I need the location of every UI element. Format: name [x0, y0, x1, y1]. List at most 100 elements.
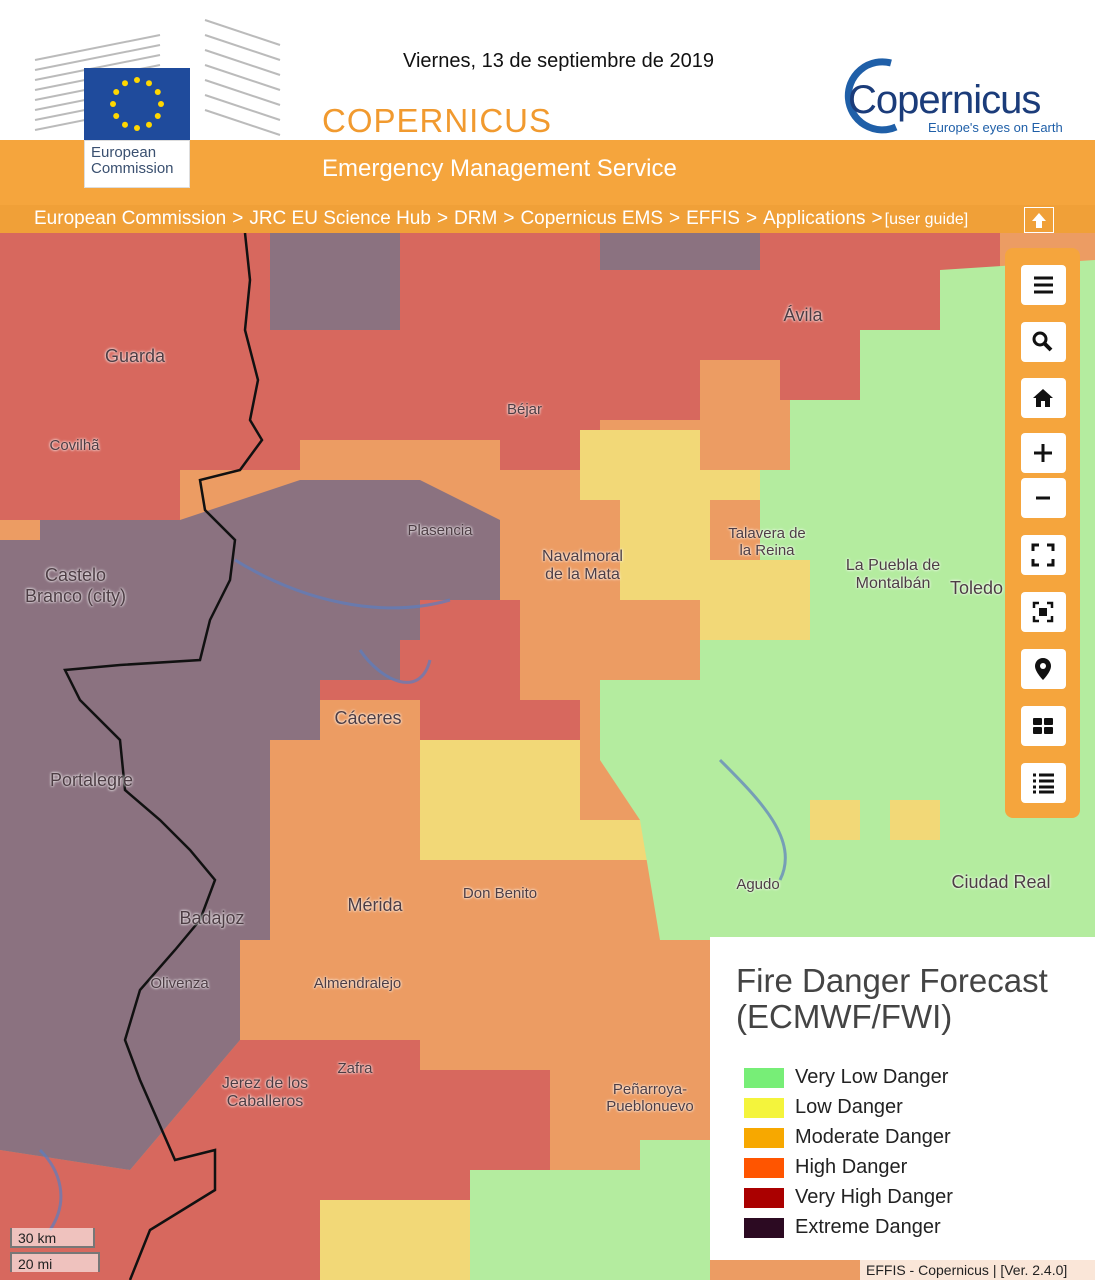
- legend-label: Very Low Danger: [795, 1066, 949, 1088]
- eu-star: [158, 101, 164, 107]
- zone-low: [580, 430, 810, 640]
- place-label: Don Benito: [462, 885, 538, 902]
- eu-star: [154, 89, 161, 95]
- legend-label: Very High Danger: [795, 1186, 953, 1208]
- breadcrumb-separator: >: [745, 208, 758, 229]
- place-label: Portalegre: [49, 770, 134, 790]
- eu-star: [122, 80, 128, 87]
- place-label: Ciudad Real: [951, 872, 1051, 892]
- eu-star: [146, 80, 152, 87]
- icon: [1031, 543, 1055, 567]
- icon: [1032, 601, 1054, 623]
- eu-star: [134, 77, 140, 83]
- menu-button[interactable]: [1021, 265, 1066, 305]
- logo-arc: [844, 58, 898, 134]
- breadcrumb-link: Copernicus EMS: [520, 208, 663, 229]
- zoom-in-button[interactable]: [1021, 433, 1066, 473]
- eu-star: [154, 113, 161, 119]
- place-label: Ávila: [783, 305, 823, 325]
- breadcrumb: European Commission > JRC EU Science Hub > D…: [0, 205, 1095, 233]
- icon: [1033, 773, 1054, 794]
- eu-star: [122, 121, 128, 128]
- place-label: Mérida: [347, 895, 403, 915]
- zone-very-low: [470, 1140, 710, 1280]
- zone-extreme: [600, 233, 760, 270]
- eu-flag: [84, 68, 190, 140]
- place-label: Castelo Branco (city): [24, 565, 127, 606]
- legend-swatch: [744, 1098, 784, 1118]
- legend-label: Moderate Danger: [795, 1126, 951, 1148]
- layers-button[interactable]: [1021, 706, 1066, 746]
- legend-swatch: [744, 1128, 784, 1148]
- icon: [1033, 718, 1053, 734]
- place-label: Toledo: [949, 578, 1004, 598]
- search-button[interactable]: [1021, 322, 1066, 362]
- legend-swatch: [744, 1158, 784, 1178]
- breadcrumb-link: JRC EU Science Hub: [249, 208, 431, 229]
- zone-red: [0, 1040, 550, 1280]
- zone-very-low: [600, 260, 1095, 940]
- breadcrumb-separator: >: [436, 208, 449, 229]
- zone-low: [890, 800, 940, 840]
- place-label: Talavera de la Reina: [728, 525, 806, 560]
- zone-low: [810, 800, 860, 840]
- breadcrumb-link: DRM: [454, 208, 498, 229]
- legend-button[interactable]: [1021, 763, 1066, 803]
- breadcrumb-separator: >: [669, 208, 681, 229]
- place-label: Almendralejo: [313, 975, 402, 992]
- eu-star: [113, 89, 120, 95]
- legend-title: Fire Danger Forecast (ECMWF/FWI): [736, 962, 1048, 1035]
- place-label: Zafra: [337, 1060, 373, 1077]
- location-button[interactable]: [1021, 649, 1066, 689]
- eu-star: [110, 101, 116, 107]
- scale-mi: 20 mi: [10, 1252, 100, 1272]
- place-label: Guarda: [104, 346, 166, 366]
- eu-star: [113, 113, 120, 119]
- up-arrow: [1032, 213, 1046, 228]
- zone-low: [420, 740, 650, 860]
- zone-red: [0, 233, 1000, 520]
- legend-label: High Danger: [795, 1156, 908, 1178]
- icon: [1034, 276, 1053, 294]
- breadcrumb-separator: >: [232, 208, 244, 229]
- legend-label: Extreme Danger: [795, 1216, 941, 1238]
- place-label: Agudo: [736, 876, 780, 893]
- place-label: Béjar: [506, 401, 543, 418]
- breadcrumb-link: Applications: [763, 208, 866, 229]
- zone-red: [320, 600, 580, 740]
- icon: [1034, 444, 1052, 462]
- site-title: COPERNICUS: [322, 102, 553, 139]
- user-guide-link[interactable]: [user guide]: [884, 211, 969, 228]
- logo-text: Copernicus: [848, 78, 1041, 122]
- legend: Fire Danger Forecast (ECMWF/FWI) Very Lo…: [710, 937, 1095, 1260]
- place-label: Badajoz: [179, 908, 245, 928]
- place-label: Navalmoral de la Mata: [542, 548, 623, 584]
- eu-stars: [110, 77, 164, 131]
- place-label: La Puebla de Montalbán: [845, 557, 941, 593]
- scroll-top-button[interactable]: [1024, 207, 1054, 233]
- breadcrumb-link: EFFIS: [686, 208, 740, 229]
- icon: [1032, 331, 1053, 352]
- zoom-extent-button[interactable]: [1021, 592, 1066, 632]
- icon: [1035, 658, 1051, 680]
- service-name: Emergency Management Service: [322, 155, 677, 182]
- fullscreen-button[interactable]: [1021, 535, 1066, 575]
- zoom-out-button[interactable]: [1021, 478, 1066, 518]
- legend-swatch: [744, 1068, 784, 1088]
- zone-extreme: [0, 480, 500, 1170]
- eu-star: [134, 125, 140, 131]
- legend-label: Low Danger: [795, 1096, 903, 1118]
- zone-low: [320, 1200, 470, 1280]
- home-button[interactable]: [1021, 378, 1066, 418]
- breadcrumb-separator: >: [871, 208, 883, 229]
- date: Viernes, 13 de septiembre de 2019: [403, 50, 714, 72]
- logo-tagline: Europe's eyes on Earth: [928, 120, 1063, 135]
- breadcrumb-separator: >: [503, 208, 515, 229]
- place-label: Plasencia: [407, 522, 473, 539]
- eu-star: [146, 121, 152, 128]
- river: [38, 558, 787, 1231]
- place-label: Olivenza: [150, 975, 209, 992]
- place-label: Covilhã: [49, 437, 100, 454]
- breadcrumb-link: European Commission: [34, 208, 227, 229]
